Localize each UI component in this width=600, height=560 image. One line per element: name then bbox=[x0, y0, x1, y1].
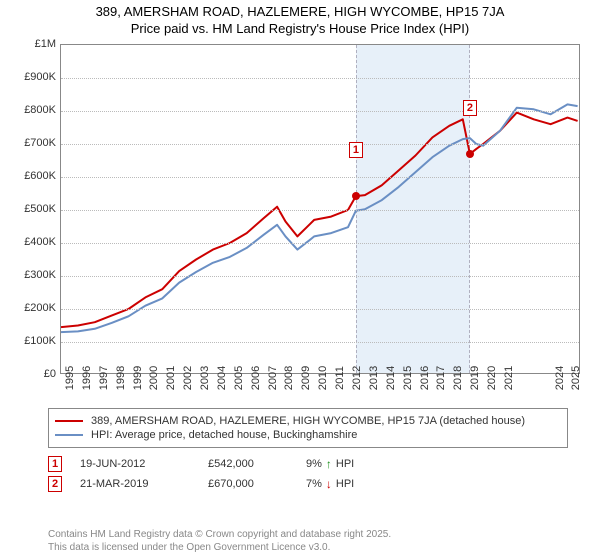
gridline bbox=[61, 276, 579, 277]
sale-row: 2 21-MAR-2019 £670,000 7% ↓ HPI bbox=[48, 476, 568, 492]
sale-diff: 9% ↑ HPI bbox=[306, 457, 354, 471]
y-tick-label: £600K bbox=[14, 170, 56, 182]
x-tick-label: 2021 bbox=[503, 366, 551, 390]
sale-dot bbox=[352, 192, 360, 200]
y-tick-label: £700K bbox=[14, 137, 56, 149]
legend: 389, AMERSHAM ROAD, HAZLEMERE, HIGH WYCO… bbox=[48, 408, 568, 448]
sale-date: 19-JUN-2012 bbox=[80, 458, 190, 470]
legend-label: 389, AMERSHAM ROAD, HAZLEMERE, HIGH WYCO… bbox=[91, 415, 525, 427]
chart-area: 12 £0£100K£200K£300K£400K£500K£600K£700K… bbox=[14, 40, 586, 400]
y-tick-label: £400K bbox=[14, 236, 56, 248]
gridline bbox=[61, 177, 579, 178]
footer-line2: This data is licensed under the Open Gov… bbox=[48, 541, 568, 554]
legend-row: 389, AMERSHAM ROAD, HAZLEMERE, HIGH WYCO… bbox=[55, 415, 561, 427]
x-tick-label: 2025 bbox=[570, 366, 600, 390]
sale-dot bbox=[466, 150, 474, 158]
sale-marker-box: 1 bbox=[349, 142, 363, 158]
sale-row: 1 19-JUN-2012 £542,000 9% ↑ HPI bbox=[48, 456, 568, 472]
gridline bbox=[61, 243, 579, 244]
sale-diff-pct: 7% bbox=[306, 478, 322, 490]
gridline bbox=[61, 309, 579, 310]
gridline bbox=[61, 342, 579, 343]
legend-label: HPI: Average price, detached house, Buck… bbox=[91, 429, 357, 441]
legend-row: HPI: Average price, detached house, Buck… bbox=[55, 429, 561, 441]
y-tick-label: £200K bbox=[14, 302, 56, 314]
sales-table: 1 19-JUN-2012 £542,000 9% ↑ HPI 2 21-MAR-2019 £6… bbox=[48, 452, 568, 496]
sale-diff-label: HPI bbox=[336, 458, 354, 470]
sale-price: £670,000 bbox=[208, 478, 288, 490]
gridline bbox=[61, 111, 579, 112]
arrow-up-icon: ↑ bbox=[326, 457, 332, 471]
sale-diff-label: HPI bbox=[336, 478, 354, 490]
sale-row-marker: 1 bbox=[48, 456, 62, 472]
y-tick-label: £100K bbox=[14, 335, 56, 347]
gridline bbox=[61, 144, 579, 145]
y-tick-label: £1M bbox=[14, 38, 56, 50]
sale-date: 21-MAR-2019 bbox=[80, 478, 190, 490]
sale-diff: 7% ↓ HPI bbox=[306, 477, 354, 491]
gridline bbox=[61, 78, 579, 79]
y-tick-label: £800K bbox=[14, 104, 56, 116]
gridline bbox=[61, 210, 579, 211]
y-tick-label: £500K bbox=[14, 203, 56, 215]
footer-attribution: Contains HM Land Registry data © Crown c… bbox=[48, 528, 568, 554]
sale-diff-pct: 9% bbox=[306, 458, 322, 470]
title-subtitle: Price paid vs. HM Land Registry's House … bbox=[0, 21, 600, 36]
arrow-down-icon: ↓ bbox=[326, 477, 332, 491]
sale-row-marker: 2 bbox=[48, 476, 62, 492]
chart-title: 389, AMERSHAM ROAD, HAZLEMERE, HIGH WYCO… bbox=[0, 0, 600, 36]
title-address: 389, AMERSHAM ROAD, HAZLEMERE, HIGH WYCO… bbox=[0, 4, 600, 19]
sale-marker-box: 2 bbox=[463, 100, 477, 116]
legend-swatch bbox=[55, 420, 83, 422]
y-tick-label: £0 bbox=[14, 368, 56, 380]
legend-swatch bbox=[55, 434, 83, 436]
sale-price: £542,000 bbox=[208, 458, 288, 470]
y-tick-label: £300K bbox=[14, 269, 56, 281]
footer-line1: Contains HM Land Registry data © Crown c… bbox=[48, 528, 568, 541]
plot-region: 12 bbox=[60, 44, 580, 374]
y-tick-label: £900K bbox=[14, 71, 56, 83]
